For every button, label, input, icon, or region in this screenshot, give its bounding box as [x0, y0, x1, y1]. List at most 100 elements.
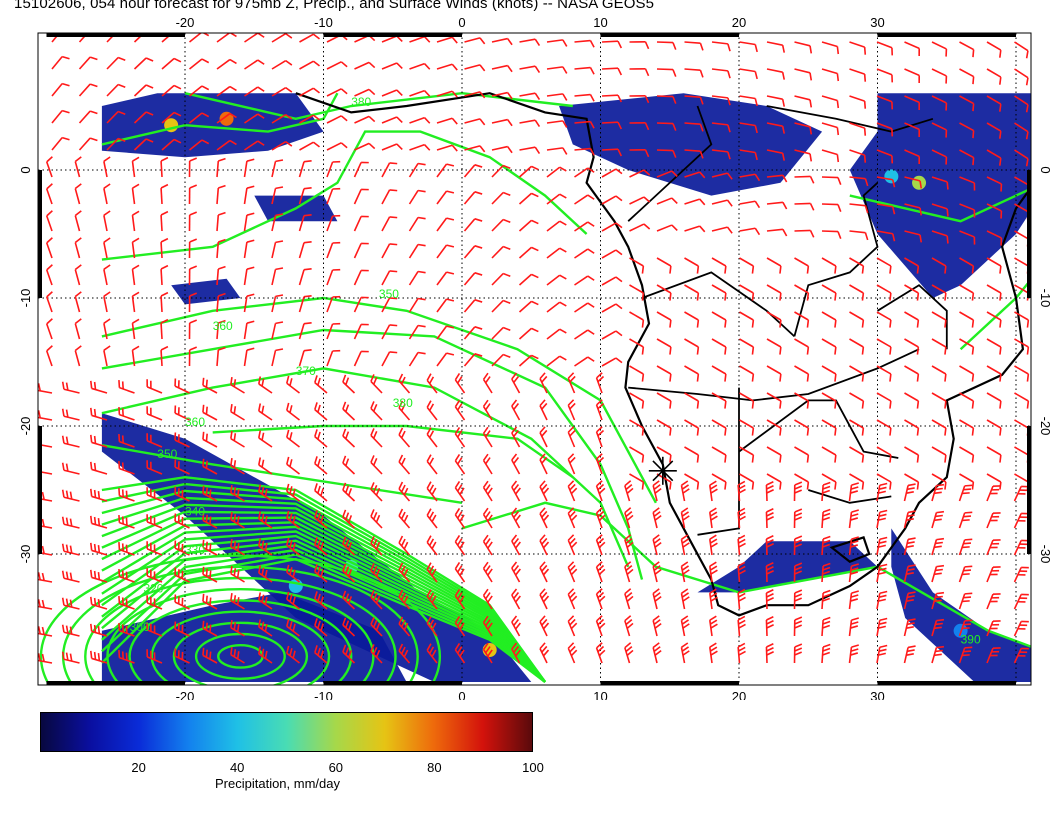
wind-barb [595, 399, 605, 421]
wind-barb [737, 561, 746, 583]
wind-barb [286, 645, 300, 664]
wind-barb [202, 566, 218, 583]
wind-barb [766, 41, 786, 53]
lon-tick-top: 10 [593, 15, 607, 30]
wind-barb [656, 338, 672, 355]
wind-barb [848, 644, 859, 664]
wind-barb [652, 642, 662, 664]
wind-barb [286, 618, 300, 637]
wind-barb [454, 561, 466, 583]
wind-barb [567, 507, 578, 529]
wind-barb [161, 138, 182, 151]
wind-barb [904, 176, 923, 189]
wind-barb [188, 292, 198, 313]
wind-barb [684, 41, 704, 51]
wind-barb [601, 121, 623, 130]
wind-barb [931, 473, 947, 490]
wind-barb [216, 85, 237, 97]
wind-barb [680, 588, 690, 610]
wind-barb [656, 446, 672, 463]
wind-barb [739, 473, 755, 490]
wind-barb [624, 588, 634, 610]
wind-barb [464, 37, 486, 45]
wind-barb [876, 122, 894, 137]
wind-barb [574, 329, 595, 340]
wind-barb [230, 620, 245, 637]
wind-barb [931, 68, 948, 84]
wind-barb [314, 456, 328, 475]
wind-barb [959, 419, 975, 436]
wind-barb [518, 246, 539, 259]
wind-barb [903, 537, 916, 556]
wind-barb [353, 188, 369, 205]
wind-barb [519, 146, 541, 155]
wind-barb [89, 623, 108, 637]
wind-barb [244, 113, 265, 124]
wind-barb [463, 191, 483, 205]
wind-barb [986, 311, 1002, 328]
lon-tick-bottom: 10 [593, 689, 607, 700]
wind-barb [243, 212, 255, 232]
contour-label: 350 [157, 447, 177, 461]
wind-barb [1014, 365, 1030, 382]
figure-title: 15102606, 054 hour forecast for 975mb Z,… [14, 0, 655, 12]
wind-barb [959, 365, 975, 382]
wind-barb [511, 588, 521, 610]
frame-bar [38, 170, 42, 298]
wind-barb [51, 109, 70, 124]
wind-barb [408, 270, 426, 286]
wind-barb [314, 591, 328, 610]
wind-barb [409, 35, 431, 43]
wind-barb [709, 588, 718, 610]
precip-patch [891, 528, 1031, 682]
wind-barb [711, 172, 733, 180]
wind-barb [656, 197, 678, 205]
wind-barb [342, 644, 356, 664]
wind-barb [188, 157, 198, 178]
wind-barb [904, 122, 920, 137]
country-border [766, 105, 934, 133]
wind-barb [243, 185, 255, 205]
wind-barb [271, 267, 284, 286]
wind-barb [454, 372, 466, 394]
wind-barb [370, 374, 383, 394]
wind-barb [539, 372, 548, 394]
wind-barb [794, 122, 813, 135]
wind-barb [601, 357, 623, 367]
lon-tick-top: 0 [458, 15, 465, 30]
wind-barb [652, 480, 662, 502]
wind-barb [766, 201, 788, 210]
wind-barb [174, 432, 190, 448]
wind-barb [314, 375, 328, 394]
wind-barb [959, 68, 975, 85]
wind-barb [539, 642, 550, 664]
wind-barb [188, 319, 198, 340]
wind-barb [174, 513, 190, 529]
wind-barb [61, 408, 80, 421]
wind-barb [174, 594, 190, 610]
wind-barb [118, 515, 135, 529]
wind-barb [794, 202, 815, 211]
wind-barb [370, 644, 383, 664]
wind-barb [849, 284, 865, 301]
wind-barb [765, 508, 774, 529]
wind-barb [904, 149, 920, 164]
wind-barb [629, 473, 645, 490]
country-border [627, 105, 713, 222]
wind-barb [118, 569, 135, 583]
wind-barb [574, 147, 595, 156]
wind-barb [464, 64, 486, 72]
wind-barb [74, 210, 82, 232]
wind-barb [629, 95, 650, 104]
wind-barb [931, 645, 945, 664]
colorbar-tick-label: 100 [522, 760, 544, 775]
wind-barb [454, 399, 466, 421]
wind-barb [354, 88, 376, 97]
wind-barb [652, 561, 662, 583]
wind-barb [595, 615, 606, 637]
wind-barb [567, 588, 578, 610]
wind-barb [567, 642, 578, 664]
wind-barb [567, 561, 578, 583]
wind-barb [986, 566, 1001, 583]
wind-barb [436, 163, 455, 178]
